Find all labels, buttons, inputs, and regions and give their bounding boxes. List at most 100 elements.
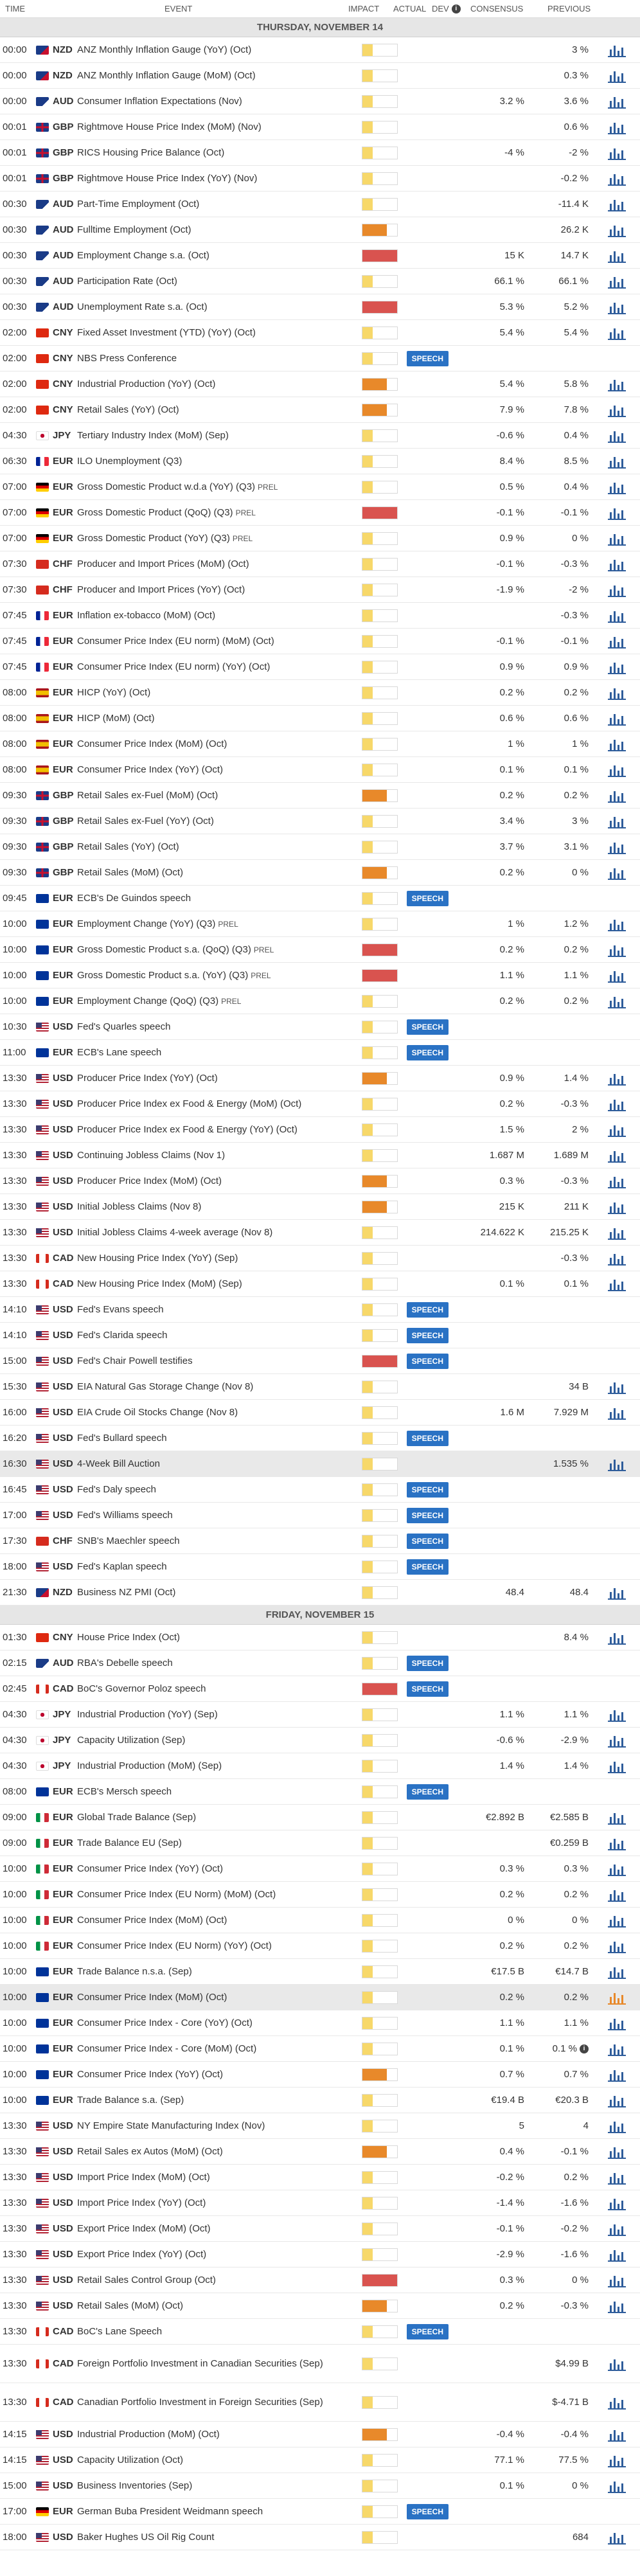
event-name-text[interactable]: SNB's Maechler speech [77, 1535, 180, 1546]
bar-chart-icon[interactable] [608, 120, 626, 134]
event-name[interactable]: Fed's Bullard speech [77, 1433, 347, 1444]
event-name-text[interactable]: Fulltime Employment (Oct) [77, 224, 191, 235]
bar-chart-icon[interactable] [608, 660, 626, 674]
event-name[interactable]: Baker Hughes US Oil Rig Count [77, 2532, 347, 2543]
table-row[interactable]: 15:00 USD Business Inventories (Sep) 0.1 % 0… [0, 2473, 640, 2499]
event-name[interactable]: Gross Domestic Product w.d.a (YoY) (Q3) P… [77, 481, 347, 492]
event-name[interactable]: Fed's Kaplan speech [77, 1561, 347, 1572]
speech-badge[interactable]: SPEECH [406, 1430, 449, 1446]
bar-chart-icon[interactable] [608, 2453, 626, 2467]
event-name[interactable]: Retail Sales ex Autos (MoM) (Oct) [77, 2146, 347, 2157]
speech-badge[interactable]: SPEECH [406, 2323, 449, 2339]
info-icon[interactable]: i [451, 4, 461, 14]
table-row[interactable]: 21:30 NZD Business NZ PMI (Oct) 48.4 48.4 [0, 1580, 640, 1606]
event-name[interactable]: Employment Change (QoQ) (Q3) PREL [77, 996, 347, 1006]
bar-chart-icon[interactable] [608, 2530, 626, 2545]
bar-chart-icon[interactable] [608, 532, 626, 546]
event-name-text[interactable]: 4-Week Bill Auction [77, 1458, 160, 1469]
table-row[interactable]: 13:30 USD Producer Price Index (YoY) (Oct)… [0, 1066, 640, 1091]
bar-chart-icon[interactable] [608, 1836, 626, 1850]
table-row[interactable]: 18:00 USD Baker Hughes US Oil Rig Count 684 [0, 2525, 640, 2550]
event-name-text[interactable]: Retail Sales (YoY) (Oct) [77, 841, 179, 852]
table-row[interactable]: 00:30 AUD Employment Change s.a. (Oct) 15 K… [0, 243, 640, 269]
event-name-text[interactable]: EIA Crude Oil Stocks Change (Nov 8) [77, 1407, 238, 1418]
table-row[interactable]: 16:20 USD Fed's Bullard speech SPEECH [0, 1426, 640, 1451]
event-name-text[interactable]: Consumer Price Index (EU norm) (YoY) (Oc… [77, 661, 271, 672]
table-row[interactable]: 10:00 EUR Consumer Price Index (EU Norm) (… [0, 1882, 640, 1908]
event-name-text[interactable]: Employment Change s.a. (Oct) [77, 250, 209, 261]
event-name[interactable]: Consumer Price Index (MoM) (Oct) [77, 738, 347, 749]
bar-chart-icon[interactable] [608, 737, 626, 751]
speech-badge[interactable]: SPEECH [406, 1507, 449, 1523]
table-row[interactable]: 08:00 EUR HICP (MoM) (Oct) 0.6 % 0.6 % [0, 706, 640, 731]
table-row[interactable]: 11:00 EUR ECB's Lane speech SPEECH [0, 1040, 640, 1066]
event-name-text[interactable]: Consumer Price Index - Core (MoM) (Oct) [77, 2043, 257, 2054]
event-name-text[interactable]: Fed's Quarles speech [77, 1021, 171, 1032]
event-name-text[interactable]: Retail Sales ex-Fuel (MoM) (Oct) [77, 790, 218, 801]
table-row[interactable]: 07:00 EUR Gross Domestic Product (QoQ) (Q3… [0, 500, 640, 526]
table-row[interactable]: 02:00 CNY Industrial Production (YoY) (Oct… [0, 371, 640, 397]
event-name-text[interactable]: Gross Domestic Product w.d.a (YoY) (Q3) [77, 481, 256, 492]
event-name[interactable]: Participation Rate (Oct) [77, 276, 347, 287]
bar-chart-icon[interactable] [608, 403, 626, 417]
event-name-text[interactable]: Producer Price Index (MoM) (Oct) [77, 1176, 222, 1186]
event-name-text[interactable]: ECB's Mersch speech [77, 1786, 172, 1797]
table-row[interactable]: 08:00 EUR ECB's Mersch speech SPEECH [0, 1779, 640, 1805]
event-name[interactable]: Producer Price Index (YoY) (Oct) [77, 1073, 347, 1084]
event-name[interactable]: Consumer Price Index (YoY) (Oct) [77, 2069, 347, 2080]
event-name-text[interactable]: Retail Sales Control Group (Oct) [77, 2275, 216, 2285]
event-name-text[interactable]: Fed's Williams speech [77, 1510, 173, 1521]
event-name[interactable]: Employment Change (YoY) (Q3) PREL [77, 918, 347, 929]
table-row[interactable]: 00:00 NZD ANZ Monthly Inflation Gauge (MoM… [0, 63, 640, 89]
event-name-text[interactable]: Consumer Price Index (YoY) (Oct) [77, 2069, 224, 2080]
bar-chart-icon[interactable] [608, 2119, 626, 2133]
event-name-text[interactable]: ILO Unemployment (Q3) [77, 456, 182, 467]
table-row[interactable]: 00:01 GBP RICS Housing Price Balance (Oct)… [0, 140, 640, 166]
event-name-text[interactable]: Global Trade Balance (Sep) [77, 1812, 197, 1823]
table-row[interactable]: 00:00 NZD ANZ Monthly Inflation Gauge (YoY… [0, 37, 640, 63]
bar-chart-icon[interactable] [608, 1200, 626, 1214]
event-name-text[interactable]: ECB's De Guindos speech [77, 893, 191, 904]
event-name[interactable]: Consumer Price Index (MoM) (Oct) [77, 1992, 347, 2003]
table-row[interactable]: 09:30 GBP Retail Sales (YoY) (Oct) 3.7 % 3.1… [0, 834, 640, 860]
event-name[interactable]: Consumer Price Index (YoY) (Oct) [77, 764, 347, 775]
table-row[interactable]: 07:45 EUR Inflation ex-tobacco (MoM) (Oct)… [0, 603, 640, 629]
table-row[interactable]: 02:45 CAD BoC's Governor Poloz speech SPEEC… [0, 1676, 640, 1702]
speech-badge[interactable]: SPEECH [406, 1533, 449, 1549]
event-name-text[interactable]: Producer Price Index ex Food & Energy (Y… [77, 1124, 298, 1135]
bar-chart-icon[interactable] [608, 2299, 626, 2313]
bar-chart-icon[interactable] [608, 1631, 626, 1645]
event-name-text[interactable]: Consumer Price Index (MoM) (Oct) [77, 1915, 227, 1926]
event-name[interactable]: New Housing Price Index (MoM) (Sep) [77, 1278, 347, 1289]
table-row[interactable]: 00:01 GBP Rightmove House Price Index (MoM… [0, 114, 640, 140]
table-row[interactable]: 01:30 CNY House Price Index (Oct) 8.4 % [0, 1625, 640, 1650]
bar-chart-icon[interactable] [608, 609, 626, 623]
speech-badge[interactable]: SPEECH [406, 1301, 449, 1318]
event-name[interactable]: Fed's Clarida speech [77, 1330, 347, 1341]
bar-chart-icon[interactable] [608, 1251, 626, 1266]
table-row[interactable]: 10:00 EUR Consumer Price Index - Core (MoM… [0, 2036, 640, 2062]
bar-chart-icon[interactable] [608, 814, 626, 828]
event-name-text[interactable]: Fed's Chair Powell testifies [77, 1355, 193, 1366]
event-name[interactable]: Initial Jobless Claims 4-week average (N… [77, 1227, 347, 1238]
event-name[interactable]: Fed's Williams speech [77, 1510, 347, 1521]
event-name-text[interactable]: Fed's Evans speech [77, 1304, 164, 1315]
table-row[interactable]: 09:30 GBP Retail Sales ex-Fuel (MoM) (Oct)… [0, 783, 640, 809]
event-name-text[interactable]: Participation Rate (Oct) [77, 276, 177, 287]
bar-chart-icon[interactable] [608, 1759, 626, 1773]
table-row[interactable]: 13:30 CAD Canadian Portfolio Investment in… [0, 2383, 640, 2422]
table-row[interactable]: 10:30 USD Fed's Quarles speech SPEECH [0, 1014, 640, 1040]
bar-chart-icon[interactable] [608, 94, 626, 109]
event-name[interactable]: Employment Change s.a. (Oct) [77, 250, 347, 261]
bar-chart-icon[interactable] [608, 300, 626, 314]
event-name-text[interactable]: ECB's Lane speech [77, 1047, 162, 1058]
bar-chart-icon[interactable] [608, 1226, 626, 1240]
table-row[interactable]: 04:30 JPY Industrial Production (MoM) (Sep… [0, 1753, 640, 1779]
table-row[interactable]: 13:30 USD Producer Price Index ex Food & E… [0, 1117, 640, 1143]
event-name[interactable]: Producer and Import Prices (MoM) (Oct) [77, 559, 347, 569]
event-name-text[interactable]: Consumer Price Index (YoY) (Oct) [77, 1863, 224, 1874]
bar-chart-icon[interactable] [608, 1708, 626, 1722]
event-name[interactable]: Retail Sales (MoM) (Oct) [77, 2300, 347, 2311]
event-name-text[interactable]: Producer Price Index (YoY) (Oct) [77, 1073, 218, 1084]
event-name[interactable]: German Buba President Weidmann speech [77, 2506, 347, 2517]
